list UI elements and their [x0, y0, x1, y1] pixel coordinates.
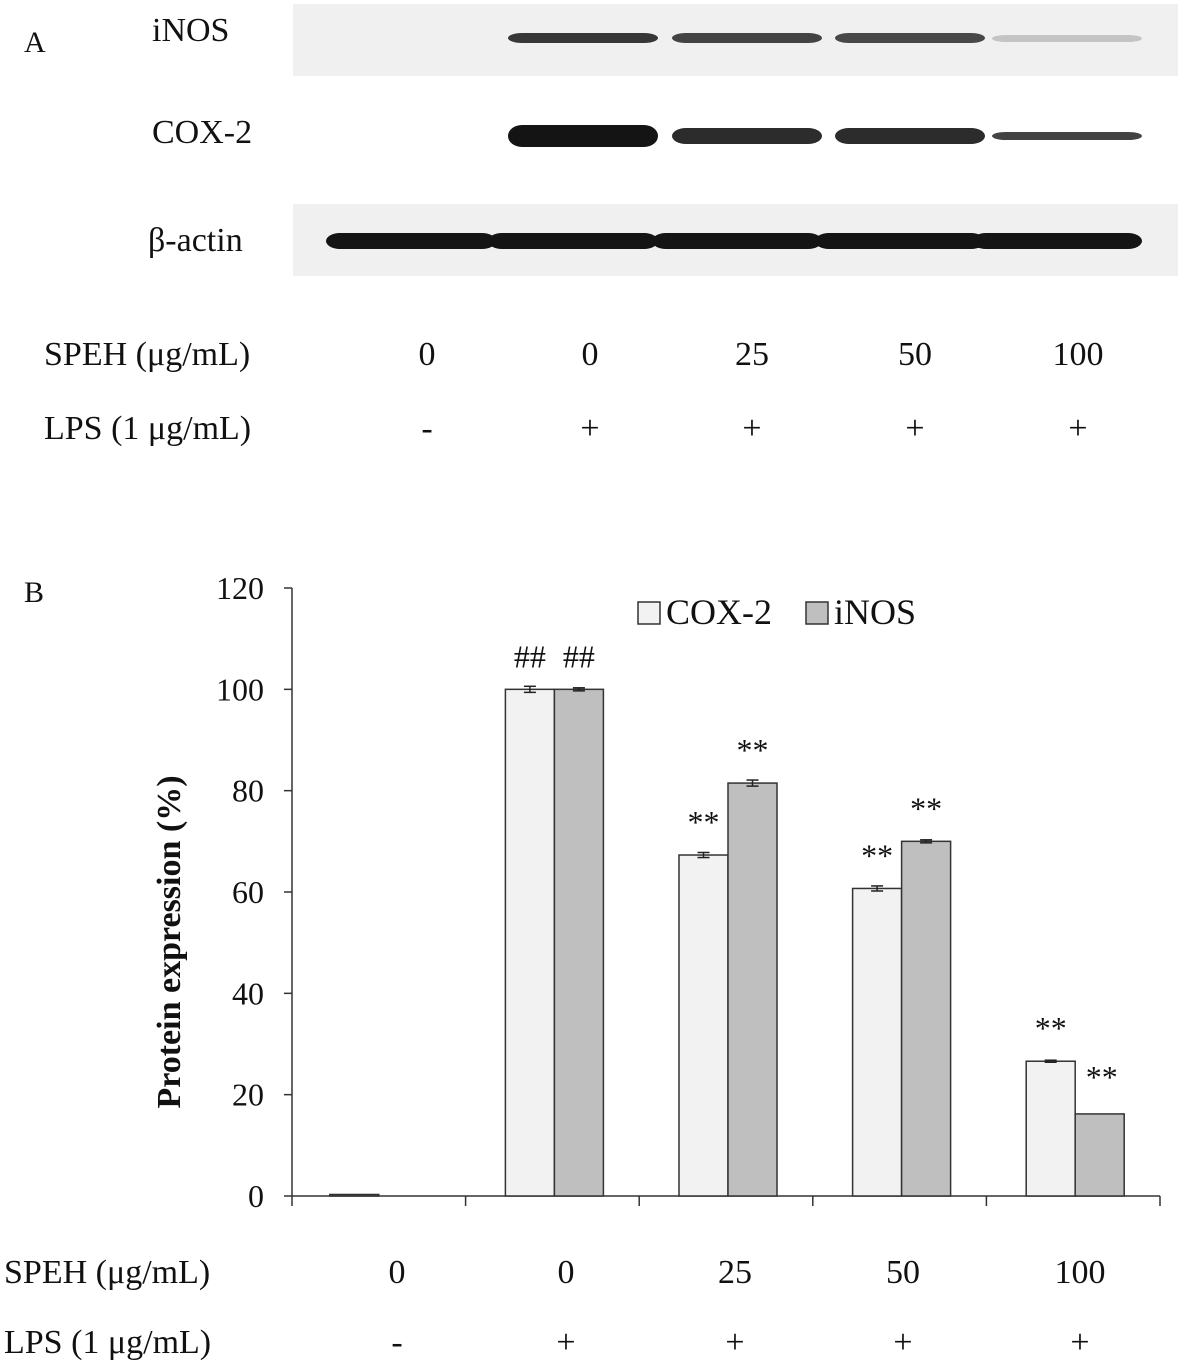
bar-cox2 — [1025, 1060, 1076, 1197]
y-tick-label: 60 — [232, 874, 264, 910]
blot-label-inos: iNOS — [152, 12, 230, 49]
significance-marker: ** — [910, 790, 942, 826]
panel-b-speh-value: 0 — [388, 1254, 406, 1291]
panel-a-speh-value: 0 — [418, 336, 436, 373]
bar-cox2 — [678, 854, 729, 1197]
bar-inos — [1074, 1113, 1125, 1197]
significance-marker: ** — [688, 804, 720, 840]
panel-a-letter: A — [24, 26, 46, 59]
panel-b-speh-label: SPEH (μg/mL) — [4, 1254, 211, 1291]
panel-a-speh-value: 0 — [581, 336, 599, 373]
panel-b-lps-value: + — [1070, 1324, 1090, 1361]
significance-marker: ## — [563, 638, 595, 674]
legend-swatch — [637, 601, 661, 625]
blot-band — [508, 33, 658, 43]
bar-chart: 0 20 40 60 80 100 120 Protein expression (%) ## #… — [151, 570, 1161, 1214]
y-tick-label: 100 — [216, 671, 264, 707]
bar-cox2 — [851, 887, 903, 1197]
bar-cox2 — [504, 688, 556, 1197]
panel-b-lps-value: + — [725, 1324, 745, 1361]
panel-a-speh-value: 25 — [735, 336, 769, 373]
blot-band — [672, 128, 822, 144]
bar-inos — [553, 688, 605, 1197]
y-tick-label: 20 — [232, 1077, 264, 1113]
legend-label: iNOS — [834, 592, 916, 632]
legend-swatch — [805, 601, 829, 625]
panel-a-speh-value: 100 — [1052, 336, 1104, 373]
bar-cox2 — [329, 1193, 380, 1197]
panel-b-speh-value: 100 — [1054, 1254, 1106, 1291]
blot-label-beta-actin: β-actin — [148, 222, 243, 259]
panel-a-lps-value: + — [905, 410, 925, 447]
blot-band — [992, 34, 1142, 42]
significance-marker: ** — [1035, 1010, 1067, 1046]
panel-a-lps-value: + — [742, 410, 762, 447]
panel-b-speh-value: 0 — [557, 1254, 575, 1291]
panel-a-speh-value: 50 — [898, 336, 932, 373]
blot-band — [672, 33, 822, 43]
significance-marker: ** — [737, 732, 769, 768]
panel-b-lps-label: LPS (1 μg/mL) — [4, 1324, 212, 1361]
panel-a-lps-value: - — [421, 410, 433, 447]
blot-band — [488, 233, 658, 249]
significance-marker: ## — [514, 638, 546, 674]
panel-a-lps-value: + — [580, 410, 600, 447]
significance-marker: ** — [861, 837, 893, 873]
blot-band — [326, 233, 496, 249]
blot-band — [992, 132, 1142, 140]
panel-b-lps-value: + — [893, 1324, 913, 1361]
blot-band — [508, 125, 658, 147]
panel-a-lps-label: LPS (1 μg/mL) — [44, 410, 252, 447]
y-tick-label: 40 — [232, 975, 264, 1011]
y-tick-label: 120 — [216, 570, 264, 606]
panel-a-speh-label: SPEH (μg/mL) — [44, 336, 251, 373]
legend-label: COX-2 — [666, 592, 772, 632]
panel-b-speh-value: 50 — [886, 1254, 920, 1291]
blot-band — [835, 33, 985, 43]
panel-b-letter: B — [24, 576, 45, 609]
significance-marker: ** — [1086, 1059, 1118, 1095]
panel-b-speh-value: 25 — [718, 1254, 752, 1291]
blot-label-cox2: COX-2 — [152, 114, 253, 151]
panel-a-lps-value: + — [1068, 410, 1088, 447]
y-tick-label: 80 — [232, 773, 264, 809]
bar-inos — [727, 782, 778, 1197]
panel-b-lps-value: + — [556, 1324, 576, 1361]
y-tick-label: 0 — [248, 1178, 264, 1214]
blot-band — [972, 233, 1142, 249]
blot-band — [652, 233, 822, 249]
panel-b-lps-value: - — [391, 1324, 403, 1361]
bar-inos — [900, 840, 952, 1197]
blot-band — [815, 233, 985, 249]
y-axis-title: Protein expression (%) — [151, 775, 188, 1108]
blot-band — [835, 128, 985, 144]
